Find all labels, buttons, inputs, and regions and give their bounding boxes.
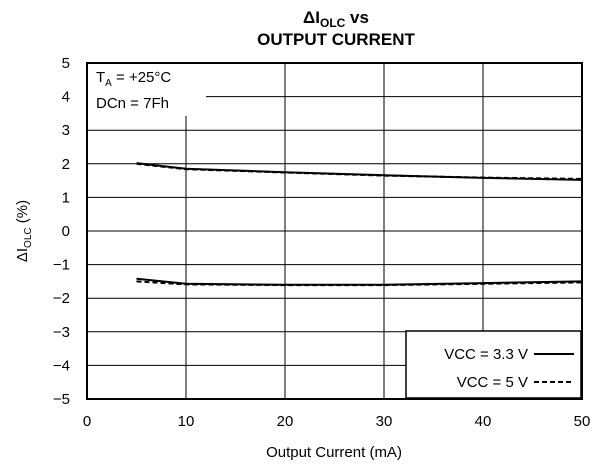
title-olc-subscript: OLC — [320, 16, 346, 30]
y-tick-label: 0 — [62, 223, 70, 240]
chart-title-line2: OUTPUT CURRENT — [257, 30, 415, 49]
y-tick-label: −3 — [53, 324, 70, 341]
y-axis-label-unit: (%) — [14, 200, 31, 228]
y-tick-label: −2 — [53, 290, 70, 307]
y-axis-label-delta-i: ΔI — [14, 248, 31, 262]
y-tick-label: 5 — [62, 55, 70, 72]
y-tick-label: −5 — [53, 391, 70, 408]
legend-label-vcc33: VCC = 3.3 V — [444, 346, 528, 363]
chart-title-line1: ΔIOLC vs — [303, 8, 369, 30]
title-delta-i: ΔI — [303, 8, 320, 27]
legend-box — [405, 330, 582, 399]
legend: VCC = 3.3 V VCC = 5 V — [405, 330, 582, 399]
series-vcc5-upper-line — [136, 162, 583, 180]
x-tick-label: 40 — [475, 413, 492, 430]
title-vs: vs — [345, 8, 369, 27]
y-tick-label: 3 — [62, 122, 70, 139]
legend-label-vcc5: VCC = 5 V — [457, 374, 528, 391]
y-tick-label: 2 — [62, 156, 70, 173]
x-axis-label: Output Current (mA) — [266, 444, 402, 461]
y-tick-label: 1 — [62, 189, 70, 206]
x-tick-label: 50 — [574, 413, 591, 430]
annotation-ta-t: T — [96, 69, 105, 86]
annotation-dcn: DCn = 7Fh — [96, 95, 169, 112]
annotation-box — [88, 64, 206, 116]
annotation-ta-subscript: A — [105, 78, 112, 89]
y-axis-label-subscript: OLC — [23, 227, 34, 248]
y-tick-label: 4 — [62, 89, 70, 106]
y-tick-label: −4 — [53, 357, 70, 374]
x-tick-label: 10 — [178, 413, 195, 430]
annotation-temperature-value: = +25°C — [112, 69, 172, 86]
annotation-temperature: TA = +25°C — [96, 69, 171, 89]
x-tick-label: 20 — [277, 413, 294, 430]
x-tick-label: 0 — [83, 413, 91, 430]
plot-frame — [86, 62, 583, 400]
series-lines — [136, 162, 583, 287]
x-tick-label: 30 — [376, 413, 393, 430]
series-vcc5-lower-line — [136, 280, 583, 287]
y-axis-label: ΔIOLC (%) — [14, 200, 34, 262]
y-tick-label: −1 — [53, 257, 70, 274]
